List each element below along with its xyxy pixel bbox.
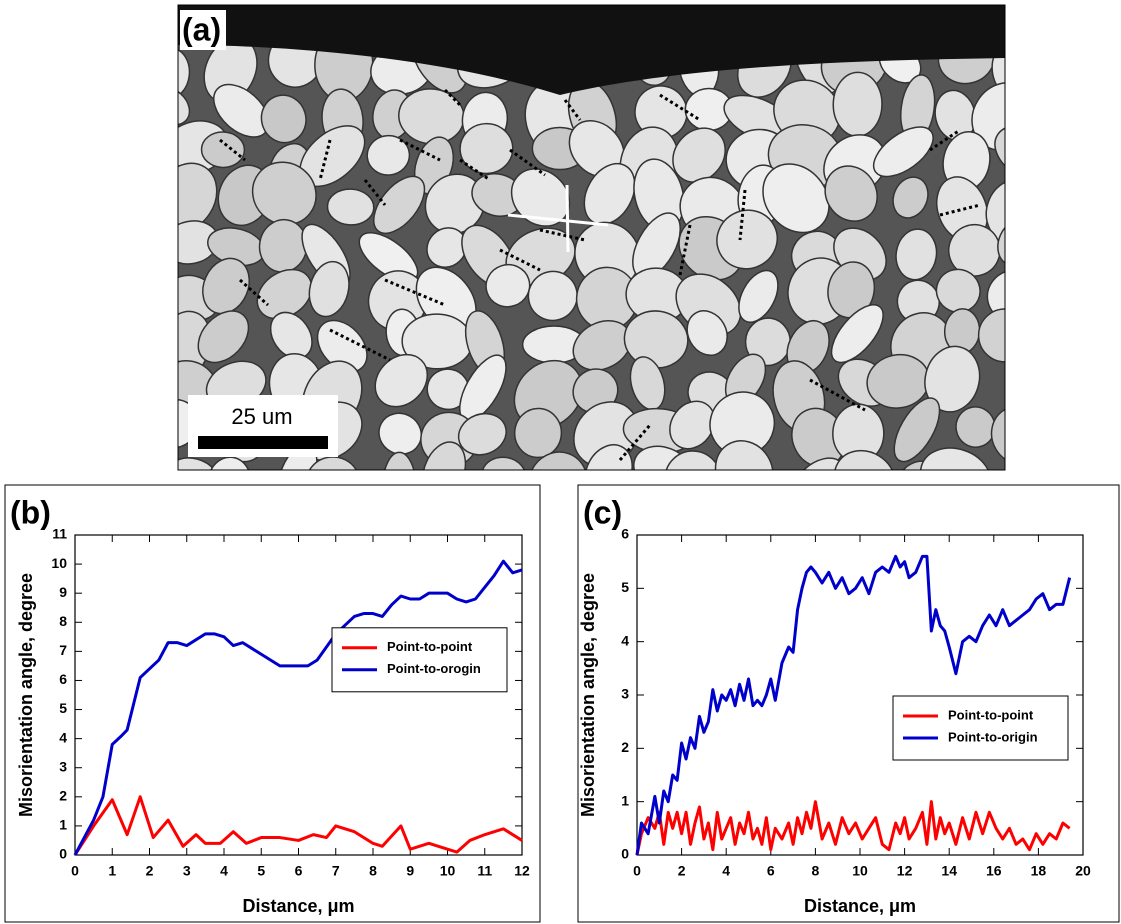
x-tick-label: 6 [295, 863, 303, 879]
x-tick-label: 10 [440, 863, 456, 879]
grain [833, 72, 883, 137]
grain [383, 452, 417, 524]
y-tick-label: 4 [621, 632, 629, 648]
y-tick-label: 11 [52, 526, 67, 542]
y-tick-label: 2 [621, 739, 629, 755]
x-tick-label: 16 [986, 863, 1002, 879]
legend-box [332, 628, 507, 692]
y-tick-label: 2 [59, 788, 67, 804]
panel-label: (a) [182, 11, 221, 47]
scale-bar [198, 436, 328, 449]
x-axis-title: Distance, μm [242, 896, 354, 916]
y-tick-label: 5 [59, 700, 67, 716]
y-tick-label: 3 [59, 758, 67, 774]
x-tick-label: 8 [369, 863, 377, 879]
x-tick-label: 0 [71, 863, 79, 879]
x-tick-label: 4 [220, 863, 228, 879]
grain [201, 131, 245, 168]
y-tick-label: 7 [59, 642, 67, 658]
profile-arrow [567, 185, 568, 252]
grain [998, 348, 1055, 409]
x-tick-label: 2 [146, 863, 154, 879]
panel-label: (c) [583, 494, 622, 530]
y-tick-label: 1 [621, 792, 629, 808]
y-tick-label: 5 [621, 579, 629, 595]
x-tick-label: 18 [1031, 863, 1047, 879]
x-tick-label: 10 [852, 863, 868, 879]
legend-label: Point-to-origin [948, 729, 1038, 744]
x-tick-label: 11 [477, 863, 492, 879]
series-line [75, 797, 522, 855]
y-tick-label: 4 [59, 729, 67, 745]
y-tick-label: 6 [59, 671, 67, 687]
x-tick-label: 5 [257, 863, 265, 879]
y-tick-label: 1 [59, 817, 67, 833]
x-tick-label: 0 [633, 863, 641, 879]
legend-label: Point-to-point [948, 707, 1034, 722]
x-tick-label: 9 [406, 863, 414, 879]
x-tick-label: 14 [941, 863, 957, 879]
legend-label: Point-to-orogin [387, 661, 481, 676]
y-tick-label: 6 [621, 526, 629, 542]
y-axis-title: Misorientation angle, degree [16, 573, 36, 817]
x-tick-label: 8 [812, 863, 820, 879]
x-tick-label: 12 [897, 863, 913, 879]
scale-bar-label: 25 um [231, 404, 292, 429]
y-tick-label: 10 [51, 555, 67, 571]
x-tick-label: 20 [1075, 863, 1091, 879]
x-tick-label: 1 [108, 863, 116, 879]
series-line [637, 802, 1070, 855]
x-axis-title: Distance, μm [804, 896, 916, 916]
series-line [75, 561, 522, 855]
panel-label: (b) [10, 494, 51, 530]
y-tick-label: 3 [621, 686, 629, 702]
x-tick-label: 6 [767, 863, 775, 879]
x-tick-label: 2 [678, 863, 686, 879]
y-tick-label: 8 [59, 613, 67, 629]
x-tick-label: 7 [332, 863, 340, 879]
y-tick-label: 0 [621, 846, 629, 862]
x-tick-label: 4 [722, 863, 730, 879]
figure: (a) 25 um (b)012345678910111201234567891… [0, 0, 1121, 924]
y-tick-label: 0 [59, 846, 67, 862]
x-tick-label: 12 [514, 863, 530, 879]
panel-frame [5, 485, 540, 922]
legend-box [893, 696, 1068, 760]
y-tick-label: 9 [59, 584, 67, 600]
x-tick-label: 3 [183, 863, 191, 879]
legend-label: Point-to-point [387, 639, 473, 654]
y-axis-title: Misorientation angle, degree [578, 573, 598, 817]
